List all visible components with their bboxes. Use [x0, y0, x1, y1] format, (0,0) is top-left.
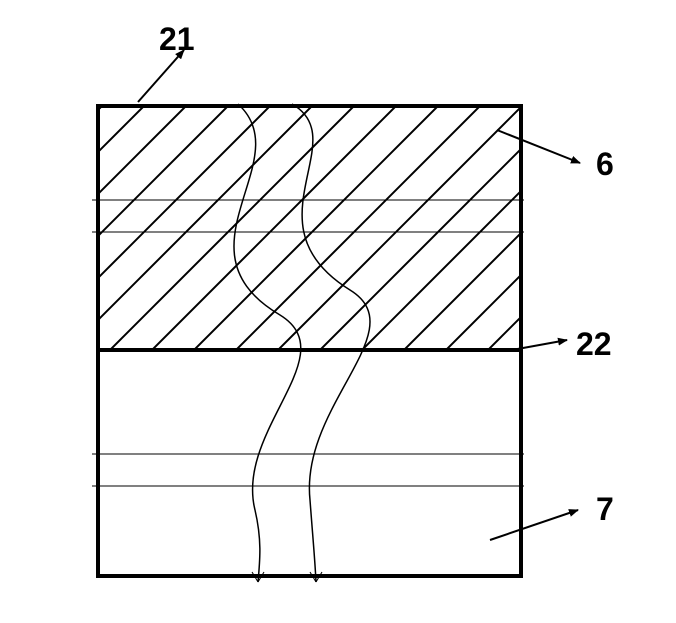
- labels: 21 6 22 7: [138, 21, 614, 540]
- label-text-7: 7: [596, 491, 614, 527]
- label-arrow-7: [490, 510, 578, 540]
- label-text-22: 22: [576, 326, 612, 362]
- label-text-21: 21: [159, 21, 195, 57]
- wavy-curves: [234, 104, 370, 582]
- horizontal-guide-lines: [92, 200, 524, 486]
- hatched-region: [50, 0, 569, 623]
- label-arrow-21: [138, 50, 184, 102]
- label-text-6: 6: [596, 146, 614, 182]
- label-arrow-6: [497, 130, 580, 163]
- patent-figure: 21 6 22 7: [0, 0, 676, 623]
